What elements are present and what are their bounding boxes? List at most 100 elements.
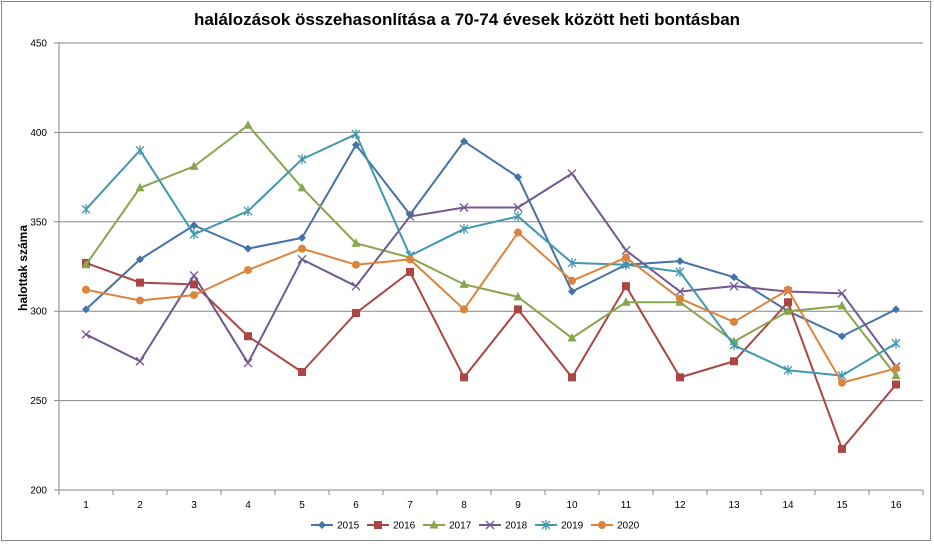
- x-tick-label-6: 6: [353, 500, 359, 511]
- x-tick-label-3: 3: [191, 500, 197, 511]
- x-tick-label-4: 4: [245, 500, 251, 511]
- point-2017-4: [243, 120, 253, 129]
- legend-marker-2019: [541, 520, 551, 530]
- legend-item-2016: 2016: [367, 521, 416, 532]
- x-tick-label-13: 13: [728, 500, 740, 511]
- point-2018-6: [351, 281, 361, 291]
- point-2016-9: [514, 305, 522, 314]
- point-2019-12: [675, 266, 685, 277]
- point-2017-2: [135, 182, 145, 192]
- point-2015-15: [838, 332, 846, 341]
- x-tick-label-10: 10: [566, 500, 578, 511]
- series-2020: [82, 228, 900, 387]
- point-2017-14: [783, 306, 793, 315]
- point-2016-4: [244, 332, 252, 341]
- series-line-2020: [85, 231, 897, 384]
- point-2020-11: [622, 253, 630, 262]
- legend: 2015 2016 2017 2018 2019 2020: [311, 520, 640, 532]
- y-tick-label-450: 450: [30, 39, 47, 50]
- x-tick-label-1: 1: [83, 500, 89, 511]
- point-2018-15: [837, 288, 847, 298]
- point-2015-2: [136, 255, 144, 264]
- series-2015: [82, 137, 900, 341]
- x-tick-label-7: 7: [407, 500, 413, 511]
- legend-label-2020: 2020: [617, 521, 640, 532]
- point-2018-8: [459, 203, 469, 212]
- point-2018-10: [567, 169, 577, 178]
- point-2015-5: [298, 233, 306, 242]
- legend-marker-2016: [374, 521, 382, 529]
- point-2018-12: [675, 287, 685, 296]
- legend-item-2015: 2015: [311, 521, 360, 532]
- point-2017-5: [297, 182, 307, 192]
- point-2017-15: [837, 300, 847, 310]
- point-2015-16: [892, 305, 900, 314]
- x-tick-label-14: 14: [782, 500, 794, 511]
- point-2017-9: [513, 291, 523, 301]
- point-2018-9: [513, 203, 523, 212]
- point-2017-8: [459, 279, 469, 288]
- point-2020-8: [460, 305, 468, 314]
- point-2015-1: [82, 305, 90, 314]
- point-2016-10: [568, 373, 576, 382]
- legend-marker-2017: [429, 520, 439, 529]
- point-2015-8: [460, 137, 468, 146]
- point-2020-14: [784, 285, 792, 294]
- point-2015-6: [352, 140, 360, 149]
- point-2020-12: [676, 294, 684, 303]
- point-2017-3: [189, 161, 199, 170]
- point-2018-1: [81, 329, 91, 339]
- point-2019-8: [459, 223, 469, 234]
- point-2017-6: [351, 238, 361, 247]
- x-tick-label-9: 9: [515, 500, 521, 511]
- series-line-2016: [85, 261, 897, 450]
- x-tick-labels: 1 2 3 4 5 6 7 8 9 10 11 12 13 14 15 16: [83, 500, 902, 511]
- y-tick-label-300: 300: [30, 307, 47, 318]
- point-2016-16: [892, 380, 900, 389]
- point-2020-15: [838, 378, 846, 387]
- legend-label-2019: 2019: [561, 521, 584, 532]
- point-2019-3: [189, 229, 199, 240]
- point-2017-1: [81, 259, 91, 269]
- point-2019-14: [783, 365, 793, 376]
- x-tick-label-15: 15: [836, 500, 848, 511]
- y-tick-label-250: 250: [30, 396, 47, 407]
- series-line-2015: [85, 140, 897, 338]
- legend-item-2020: 2020: [591, 521, 640, 532]
- point-2020-2: [136, 296, 144, 305]
- point-2018-11: [621, 245, 631, 255]
- point-2016-14: [784, 298, 792, 307]
- point-2015-3: [190, 221, 198, 230]
- point-2018-2: [135, 356, 145, 366]
- point-2017-10: [567, 333, 577, 342]
- point-2015-10: [568, 287, 576, 296]
- point-2019-16: [891, 338, 901, 349]
- point-2016-13: [730, 357, 738, 366]
- series-line-2018: [85, 172, 897, 368]
- x-tick-label-5: 5: [299, 500, 305, 511]
- series-line-2019: [85, 133, 897, 377]
- axes: [54, 42, 924, 495]
- series-2016: [82, 258, 900, 453]
- point-2016-7: [406, 267, 414, 276]
- point-2017-16: [891, 370, 901, 380]
- legend-label-2018: 2018: [505, 521, 528, 532]
- series-group: [81, 120, 901, 453]
- point-2018-5: [297, 254, 307, 264]
- point-2015-9: [514, 173, 522, 182]
- legend-label-2017: 2017: [449, 521, 472, 532]
- x-tick-label-16: 16: [890, 500, 902, 511]
- point-2016-8: [460, 373, 468, 382]
- x-tick-label-2: 2: [137, 500, 143, 511]
- point-2020-16: [892, 364, 900, 373]
- point-2020-9: [514, 228, 522, 237]
- point-2020-1: [82, 285, 90, 294]
- legend-item-2018: 2018: [479, 521, 528, 532]
- point-2016-11: [622, 282, 630, 291]
- point-2019-2: [135, 145, 145, 156]
- point-2015-4: [244, 244, 252, 253]
- point-2020-4: [244, 266, 252, 275]
- point-2018-3: [189, 270, 199, 280]
